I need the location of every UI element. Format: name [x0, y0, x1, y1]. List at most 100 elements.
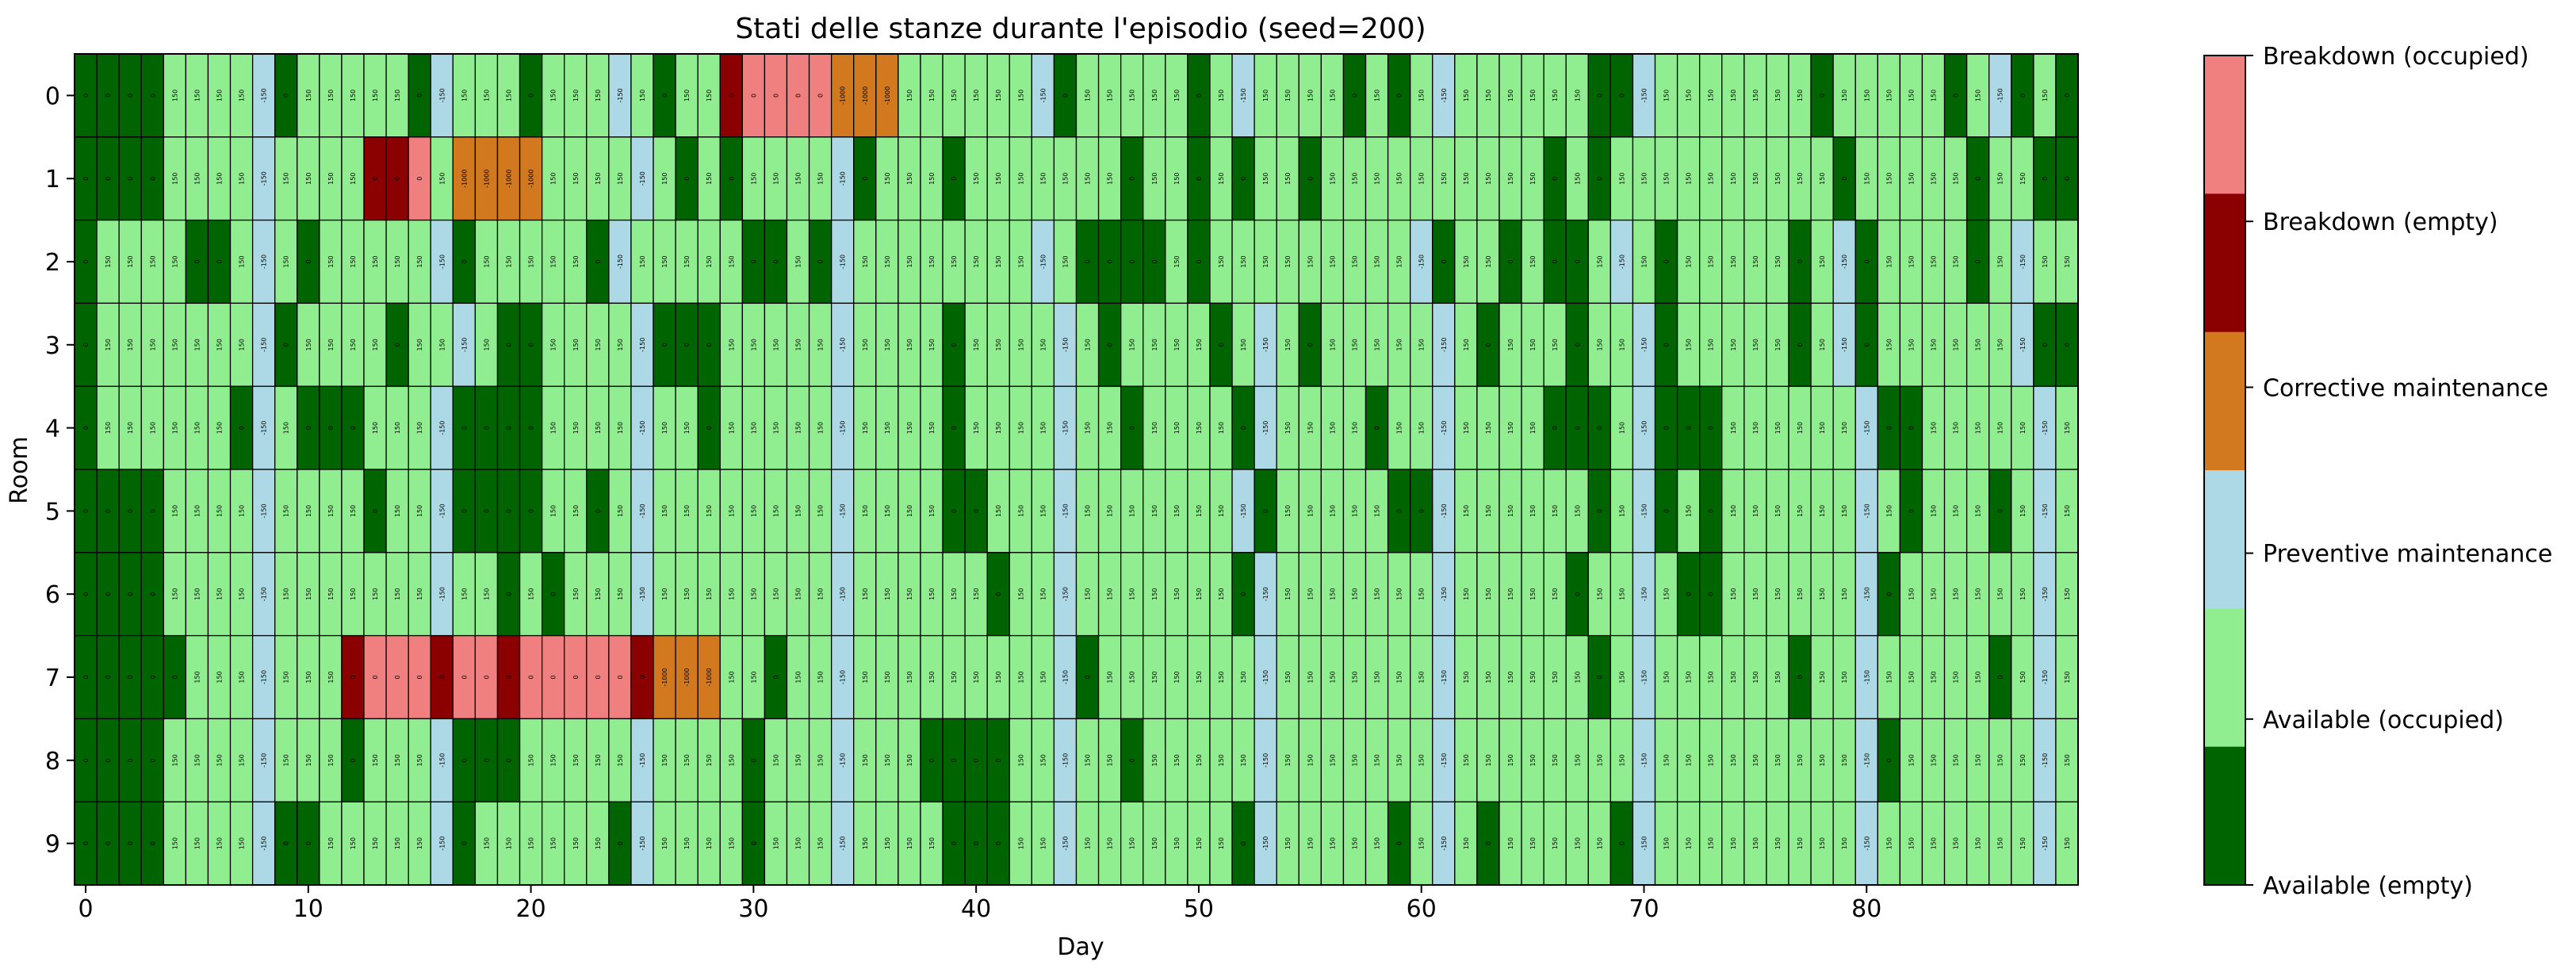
cell-value-label: -1000: [506, 170, 513, 188]
cell-value-label: 150: [1529, 255, 1537, 267]
heatmap-cell: [1320, 219, 1345, 304]
cell-value-label: 150: [1129, 837, 1136, 849]
cell-value-label: 150: [1463, 837, 1470, 849]
cell-value-label: 150: [1797, 588, 1804, 600]
heatmap-cell: [1610, 718, 1634, 802]
cell-value-label: 150: [973, 90, 980, 101]
cell-value-label: 150: [1574, 837, 1581, 849]
heatmap-cell: [1743, 552, 1767, 637]
cell-value-label: 150: [1885, 90, 1893, 101]
cell-value-label: -150: [261, 171, 268, 186]
heatmap-cell: [697, 801, 721, 886]
cell-value-label: 150: [928, 671, 936, 683]
heatmap-cell: [1965, 718, 1990, 802]
cell-value-label: 150: [772, 588, 779, 600]
cell-value-label: 0: [772, 675, 779, 679]
cell-value-label: 0: [1574, 592, 1581, 596]
heatmap-cell: [1766, 302, 1789, 387]
heatmap-cell: [341, 219, 365, 304]
heatmap-cell: [1031, 385, 1055, 470]
heatmap-cell: [430, 718, 454, 802]
cell-value-label: 150: [171, 255, 178, 267]
cell-value-label: 150: [1463, 754, 1470, 766]
heatmap-cell: [1454, 385, 1478, 470]
cell-value-label: 150: [862, 837, 869, 849]
cell-value-label: 0: [193, 259, 201, 263]
heatmap-cell: [853, 53, 877, 138]
cell-value-label: 0: [372, 675, 379, 679]
cell-value-label: 0: [1129, 259, 1136, 263]
cell-value-label: 150: [862, 588, 869, 600]
heatmap-cell: [1454, 469, 1478, 553]
cell-value-label: 150: [394, 505, 401, 517]
cell-value-label: 150: [1196, 422, 1203, 434]
cell-value-label: 150: [1953, 255, 1960, 267]
heatmap-cell: [1231, 801, 1255, 886]
cell-value-label: 150: [795, 255, 802, 267]
cell-value-label: 150: [1218, 173, 1225, 185]
heatmap-cell: [1143, 634, 1166, 720]
heatmap-cell: [1543, 469, 1567, 553]
cell-value-label: 150: [416, 837, 423, 849]
heatmap-cell: [2033, 552, 2057, 637]
heatmap-cell: [830, 634, 855, 720]
heatmap-cell: [942, 302, 966, 387]
colorbar-label: Breakdown (occupied): [2263, 43, 2529, 71]
cell-value-label: 0: [1975, 177, 1982, 181]
x-tick-label: 80: [1851, 895, 1881, 923]
heatmap-cell: [1943, 552, 1968, 637]
heatmap-cell: [1610, 552, 1634, 637]
cell-value-label: 150: [1841, 671, 1848, 683]
cell-value-label: 150: [706, 255, 713, 267]
cell-value-label: 150: [193, 90, 201, 101]
cell-value-label: 0: [82, 94, 90, 98]
heatmap-cell: [496, 552, 521, 637]
cell-value-label: 0: [528, 343, 535, 347]
cell-value-label: 150: [1485, 422, 1492, 434]
cell-value-label: 150: [1552, 754, 1559, 766]
cell-value-label: 150: [1752, 588, 1759, 600]
heatmap-cell: [1365, 136, 1389, 221]
heatmap-cell: [496, 718, 521, 802]
cell-value-label: 150: [1173, 588, 1181, 600]
x-tick-label: 0: [78, 895, 93, 923]
cell-value-label: 0: [1129, 758, 1136, 762]
heatmap-cell: [1521, 219, 1544, 304]
cell-value-label: 150: [706, 754, 713, 766]
heatmap-cell: [1209, 136, 1233, 221]
cell-value-label: 150: [1463, 90, 1470, 101]
heatmap-cell: [608, 136, 632, 221]
cell-value-label: 0: [862, 177, 869, 181]
heatmap-cell: [1209, 634, 1233, 720]
cell-value-label: 150: [1596, 588, 1603, 600]
heatmap-cell: [1943, 469, 1968, 553]
cell-value-label: 150: [2064, 588, 2071, 600]
cell-value-label: 150: [350, 339, 357, 350]
cell-value-label: 150: [1307, 90, 1314, 101]
cell-value-label: 150: [1552, 90, 1559, 101]
y-tick-label: 8: [45, 748, 60, 776]
cell-value-label: 150: [1017, 754, 1024, 766]
heatmap-cell: [586, 801, 610, 886]
heatmap-cell: [853, 718, 877, 802]
heatmap-cell: [385, 385, 409, 470]
cell-value-label: 150: [1752, 505, 1759, 517]
heatmap-cell: [1365, 53, 1389, 138]
cell-value-label: 150: [951, 90, 958, 101]
cell-value-label: 150: [1797, 505, 1804, 517]
heatmap-cell: [1832, 469, 1856, 553]
cell-value-label: 0: [305, 259, 312, 263]
cell-value-label: 150: [2019, 837, 2027, 849]
cell-value-label: 0: [506, 758, 513, 762]
heatmap-cell: [1387, 801, 1411, 886]
heatmap-cell: [1587, 53, 1612, 138]
cell-value-label: 150: [1953, 339, 1960, 350]
heatmap-cell: [1075, 385, 1100, 470]
heatmap-cell: [1921, 53, 1946, 138]
cell-value-label: 0: [1085, 259, 1092, 263]
heatmap-cell: [1320, 385, 1345, 470]
heatmap-cell: [1565, 634, 1589, 720]
heatmap-cell: [2033, 801, 2057, 886]
cell-value-label: 150: [1819, 173, 1826, 185]
heatmap-cell: [964, 801, 988, 886]
